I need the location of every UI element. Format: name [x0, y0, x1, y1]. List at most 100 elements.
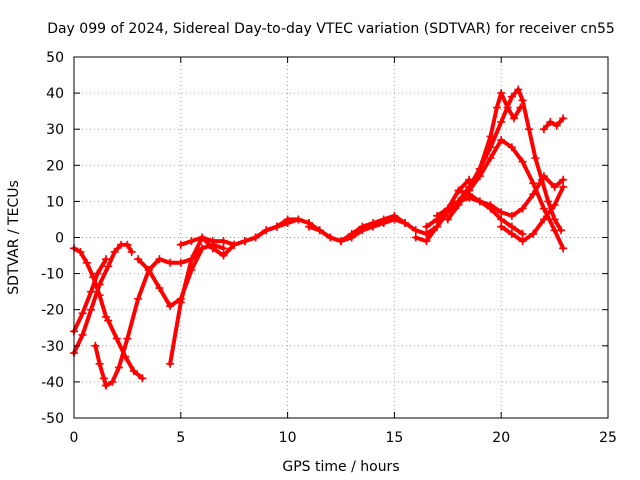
data-point	[524, 125, 533, 134]
data-point	[104, 262, 113, 271]
data-point	[123, 334, 132, 343]
data-point	[539, 204, 548, 213]
data-point	[539, 172, 548, 181]
data-point	[518, 229, 527, 238]
y-tick-label: 20	[46, 158, 64, 174]
data-point	[497, 89, 506, 98]
data-point	[87, 287, 96, 296]
data-point	[110, 247, 119, 256]
data-point	[176, 298, 185, 307]
data-point	[443, 204, 452, 213]
data-point	[539, 125, 548, 134]
y-tick-labels: -50 -40 -30 -20 -10 0 10 20 30 40 50	[41, 50, 64, 427]
y-tick-label: 30	[46, 122, 64, 138]
data-point	[347, 229, 356, 238]
x-tick-label: 5	[176, 430, 185, 446]
series-layer	[70, 85, 568, 390]
data-point	[369, 219, 378, 228]
data-point	[208, 244, 217, 253]
data-point	[251, 233, 260, 242]
data-point	[155, 255, 164, 264]
data-point	[497, 222, 506, 231]
data-point	[518, 237, 527, 246]
series-sat-e	[102, 240, 228, 390]
data-point	[326, 233, 335, 242]
data-point	[422, 229, 431, 238]
data-point	[198, 233, 207, 242]
data-point	[99, 374, 108, 383]
data-point	[507, 222, 516, 231]
data-point	[262, 226, 271, 235]
series-sat-b	[70, 240, 136, 358]
data-point	[272, 222, 281, 231]
data-point	[102, 381, 111, 390]
data-point	[176, 240, 185, 249]
data-point	[507, 92, 516, 101]
data-point	[198, 244, 207, 253]
data-point	[138, 374, 147, 383]
data-point	[123, 240, 132, 249]
data-point	[422, 222, 431, 231]
data-point	[465, 190, 474, 199]
data-point	[187, 237, 196, 246]
data-point	[486, 201, 495, 210]
series-sat-r	[497, 182, 568, 246]
data-point	[102, 255, 111, 264]
x-tick-labels: 0 5 10 15 20 25	[70, 430, 617, 446]
data-point	[93, 269, 102, 278]
data-point	[219, 237, 228, 246]
data-point	[401, 219, 410, 228]
data-point	[315, 226, 324, 235]
data-point	[166, 302, 175, 311]
x-tick-label: 15	[385, 430, 403, 446]
series-line	[93, 343, 108, 388]
y-tick-label: -20	[41, 303, 64, 319]
data-point	[411, 226, 420, 235]
data-point	[422, 237, 431, 246]
data-point	[433, 211, 442, 220]
data-point	[219, 251, 228, 260]
series-sat-k	[304, 211, 410, 246]
data-point	[544, 197, 553, 206]
series-sat-c	[70, 244, 111, 321]
data-point	[514, 85, 523, 94]
data-point	[510, 114, 519, 123]
data-point	[550, 182, 559, 191]
data-point	[134, 294, 143, 303]
axis-ticks	[73, 56, 609, 419]
data-point	[529, 190, 538, 199]
data-point	[546, 117, 555, 126]
data-point	[507, 143, 516, 152]
data-point	[121, 352, 130, 361]
x-axis-title: GPS time / hours	[282, 459, 399, 475]
data-point	[127, 247, 136, 256]
data-point	[497, 136, 506, 145]
data-point	[108, 377, 117, 386]
data-point	[529, 179, 538, 188]
data-point	[518, 157, 527, 166]
y-axis-title: SDTVAR / TECUs	[6, 180, 22, 295]
data-point	[550, 201, 559, 210]
data-point	[87, 305, 96, 314]
data-point	[166, 258, 175, 267]
data-point	[176, 258, 185, 267]
series-line	[541, 116, 566, 132]
data-point	[507, 229, 516, 238]
data-point	[104, 316, 113, 325]
data-point	[95, 359, 104, 368]
series-sat-q	[454, 172, 568, 220]
data-point	[78, 309, 87, 318]
series-line	[168, 235, 237, 366]
data-point	[552, 121, 561, 130]
data-point	[304, 222, 313, 231]
data-point	[497, 117, 506, 126]
y-tick-label: 50	[46, 50, 64, 66]
data-point	[497, 215, 506, 224]
data-point	[240, 237, 249, 246]
data-point	[454, 186, 463, 195]
data-point	[283, 219, 292, 228]
data-point	[433, 222, 442, 231]
x-tick-label: 25	[599, 430, 617, 446]
data-point	[89, 273, 98, 282]
